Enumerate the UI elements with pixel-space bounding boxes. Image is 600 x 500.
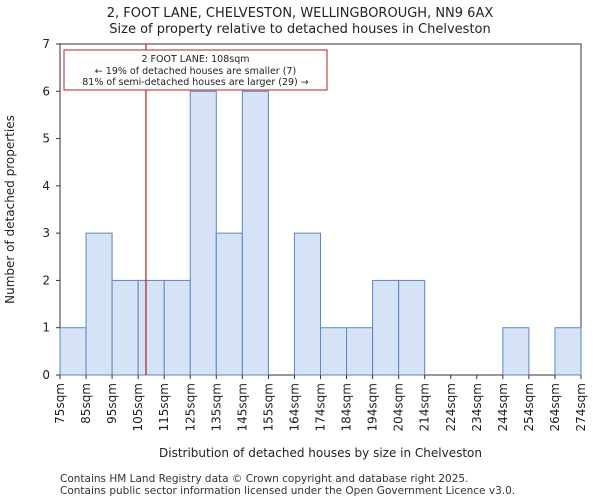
y-axis-label: Number of detached properties [3, 115, 17, 304]
bar-264sqm [554, 327, 582, 376]
bar-174sqm [320, 327, 348, 376]
bar-145sqm [241, 90, 269, 376]
bar-115sqm [163, 279, 191, 376]
bar-184sqm [346, 327, 374, 376]
x-tick-label: 75sqm [53, 383, 67, 424]
y-tick-label: 3 [42, 226, 50, 240]
chart-subtitle: Size of property relative to detached ho… [109, 22, 491, 37]
bar-204sqm [398, 279, 426, 376]
y-tick-label: 6 [42, 84, 50, 98]
y-tick-label: 5 [42, 132, 50, 146]
bar-194sqm [372, 279, 400, 376]
x-tick-label: 164sqm [287, 383, 301, 431]
annotation-line-3: 81% of semi-detached houses are larger (… [82, 77, 309, 88]
x-axis-label: Distribution of detached houses by size … [159, 446, 482, 460]
bar-105sqm [137, 279, 165, 376]
x-tick-label: 85sqm [79, 383, 93, 424]
x-tick-label: 204sqm [392, 383, 406, 431]
y-tick-label: 7 [42, 37, 50, 51]
bar-244sqm [502, 327, 530, 376]
y-tick-label: 2 [42, 273, 50, 287]
bar-75sqm [59, 327, 87, 376]
x-tick-label: 234sqm [470, 383, 484, 431]
annotation-box [63, 49, 328, 91]
x-tick-label: 264sqm [548, 383, 562, 431]
x-tick-label: 115sqm [157, 383, 171, 431]
x-tick-label: 145sqm [235, 383, 249, 431]
y-tick-label: 4 [42, 179, 50, 193]
footer-line-2: Contains public sector information licen… [60, 485, 516, 497]
x-tick-label: 184sqm [340, 383, 354, 431]
x-tick-label: 194sqm [366, 383, 380, 431]
x-tick-label: 244sqm [496, 383, 510, 431]
x-tick-label: 174sqm [314, 383, 328, 431]
x-tick-label: 274sqm [574, 383, 588, 431]
x-tick-label: 254sqm [522, 383, 536, 431]
annotation-line-1: 2 FOOT LANE: 108sqm [141, 54, 249, 65]
bar-85sqm [85, 232, 113, 376]
x-tick-label: 105sqm [131, 383, 145, 431]
footer-line-1: Contains HM Land Registry data © Crown c… [60, 473, 469, 485]
bar-95sqm [111, 279, 139, 376]
x-tick-label: 224sqm [444, 383, 458, 431]
x-tick-label: 135sqm [209, 383, 223, 431]
annotation-line-2: ← 19% of detached houses are smaller (7) [95, 66, 296, 77]
bar-135sqm [215, 232, 243, 376]
x-tick-label: 95sqm [105, 383, 119, 424]
x-tick-label: 214sqm [418, 383, 432, 431]
chart-title: 2, FOOT LANE, CHELVESTON, WELLINGBOROUGH… [106, 6, 494, 21]
bar-125sqm [189, 90, 217, 376]
y-tick-label: 0 [42, 368, 50, 382]
bar-164sqm [293, 232, 322, 376]
x-tick-label: 155sqm [261, 383, 275, 431]
y-tick-label: 1 [42, 321, 50, 335]
x-tick-label: 125sqm [183, 383, 197, 431]
